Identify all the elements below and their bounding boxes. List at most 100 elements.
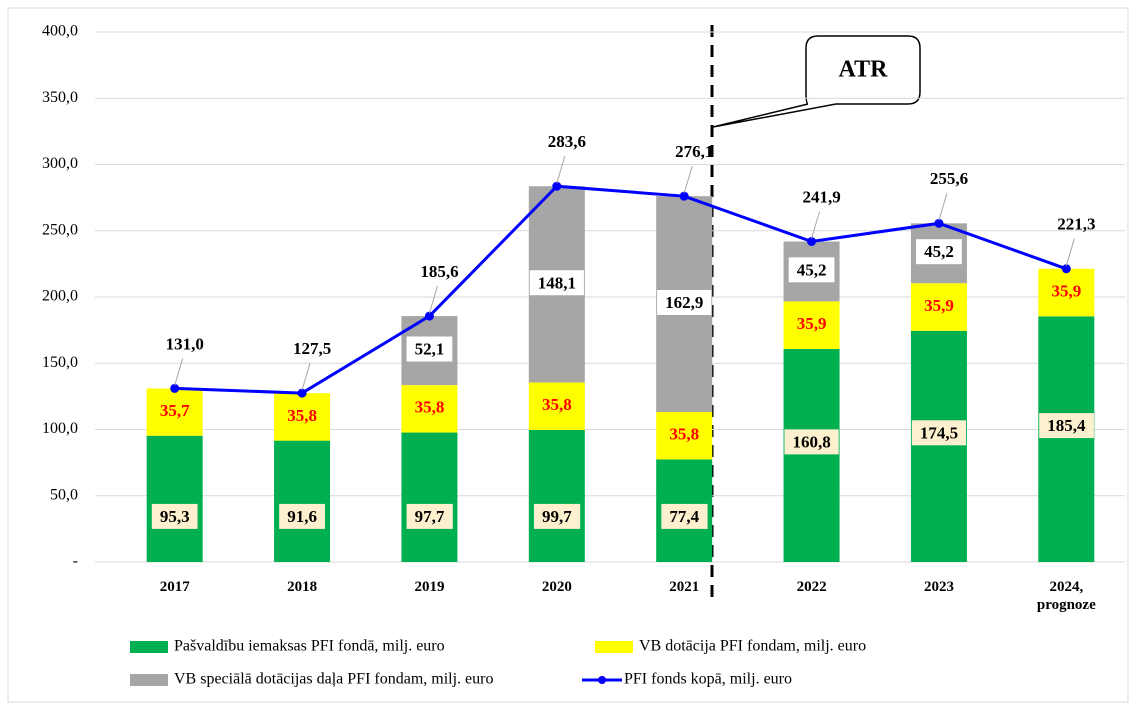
- y-tick-label: 200,0: [42, 288, 78, 305]
- bar-segment: [146, 435, 203, 562]
- leader-line: [1065, 238, 1075, 266]
- value-label: 160,8: [792, 432, 830, 451]
- bar-segment: [656, 412, 713, 460]
- bar-segment: [1038, 316, 1095, 562]
- x-tick-label: 2020: [541, 579, 572, 595]
- value-label: 91,6: [287, 507, 317, 526]
- label-box: [788, 257, 835, 283]
- y-tick-label: 100,0: [42, 420, 78, 437]
- value-label: 45,2: [797, 260, 827, 279]
- x-tick-label: 2017: [159, 579, 190, 595]
- value-label: 148,1: [538, 273, 576, 292]
- value-label: 35,9: [797, 314, 827, 333]
- value-label: 174,5: [920, 423, 958, 442]
- leader-line: [683, 166, 693, 194]
- line-point: [297, 388, 307, 398]
- leader-line: [811, 211, 821, 239]
- bar-segment: [783, 301, 840, 349]
- value-label: 185,4: [1047, 416, 1086, 435]
- leader-line: [556, 156, 566, 184]
- legend-label: VB speciālā dotācijas daļa PFI fondam, m…: [174, 671, 493, 688]
- bar-segment: [401, 385, 458, 433]
- label-box: [657, 289, 712, 315]
- annotation: ATR: [839, 57, 889, 83]
- value-label: 97,7: [415, 507, 445, 526]
- y-tick-label: 350,0: [42, 89, 78, 106]
- bar-segment: [146, 388, 203, 436]
- legend-swatch: [130, 641, 168, 653]
- label-box: [279, 503, 325, 529]
- label-box: [406, 336, 453, 362]
- value-label: 35,7: [160, 401, 190, 420]
- line-point: [170, 383, 180, 393]
- value-label: 77,4: [669, 507, 699, 526]
- line-label: 283,6: [548, 132, 586, 151]
- label-box: [661, 503, 708, 529]
- x-tick-label: 2023: [923, 579, 954, 595]
- bar-segment: [783, 348, 840, 562]
- leader-line: [938, 193, 948, 221]
- line-label: 276,1: [675, 142, 713, 161]
- line-point: [934, 218, 944, 228]
- y-tick-label: 400,0: [42, 23, 78, 40]
- bar-segment: [274, 440, 331, 562]
- line-label: 131,0: [166, 334, 204, 353]
- x-tick-label: 2024, prognoze: [1036, 579, 1096, 613]
- line: [174, 184, 1067, 395]
- y-tick-label: 250,0: [42, 221, 78, 238]
- legend-dot: [598, 676, 606, 684]
- chart-border: [7, 7, 1129, 703]
- bar-segment: [1038, 268, 1095, 317]
- value-label: 35,8: [415, 398, 445, 417]
- y-tick-label: -: [73, 553, 78, 570]
- line-label: 255,6: [930, 169, 968, 188]
- line-point: [1061, 264, 1071, 274]
- label-box: [406, 503, 453, 529]
- value-label: 35,8: [669, 425, 699, 444]
- label-box: [1039, 413, 1094, 439]
- bar-segment: [528, 429, 585, 562]
- y-tick-label: 300,0: [42, 155, 78, 172]
- x-tick-label: 2018: [287, 579, 318, 595]
- label-box: [151, 503, 198, 529]
- legend-label: Pašvaldību iemaksas PFI fondā, milj. eur…: [174, 638, 445, 655]
- label-box: [533, 503, 581, 529]
- legend-swatch: [130, 674, 168, 686]
- line-point: [807, 236, 817, 246]
- bar-segment: [910, 283, 967, 331]
- line-label: 127,5: [293, 339, 331, 358]
- legend-swatch: [595, 641, 633, 653]
- leader-line: [174, 358, 184, 386]
- line-label: 241,9: [802, 187, 840, 206]
- value-label: 35,9: [1051, 281, 1081, 300]
- y-tick-label: 150,0: [42, 354, 78, 371]
- y-tick-label: 50,0: [50, 486, 78, 503]
- line-point: [552, 181, 562, 191]
- value-label: 45,2: [924, 242, 954, 261]
- line-label: 221,3: [1057, 215, 1095, 234]
- bar-segment: [274, 393, 331, 441]
- label-box: [916, 239, 962, 265]
- label-box: [911, 420, 967, 446]
- x-tick-label: 2022: [796, 579, 827, 595]
- legend-label: VB dotācija PFI fondam, milj. euro: [639, 638, 866, 655]
- label-box: [529, 270, 584, 296]
- legend-label: PFI fonds kopā, milj. euro: [624, 671, 792, 688]
- value-label: 95,3: [160, 507, 190, 526]
- line-label: 185,6: [420, 262, 458, 281]
- leader-line: [428, 285, 438, 314]
- value-label: 99,7: [542, 507, 572, 526]
- bar-segment: [910, 330, 967, 562]
- callout: [712, 35, 921, 128]
- x-tick-label: 2021: [669, 579, 700, 595]
- value-label: 52,1: [415, 340, 445, 359]
- value-label: 162,9: [665, 293, 703, 312]
- value-label: 35,9: [924, 296, 954, 315]
- bar-segment: [528, 382, 585, 430]
- leader-line: [301, 362, 311, 391]
- x-tick-label: 2019: [414, 579, 445, 595]
- value-label: 35,8: [542, 395, 572, 414]
- line-point: [679, 191, 689, 201]
